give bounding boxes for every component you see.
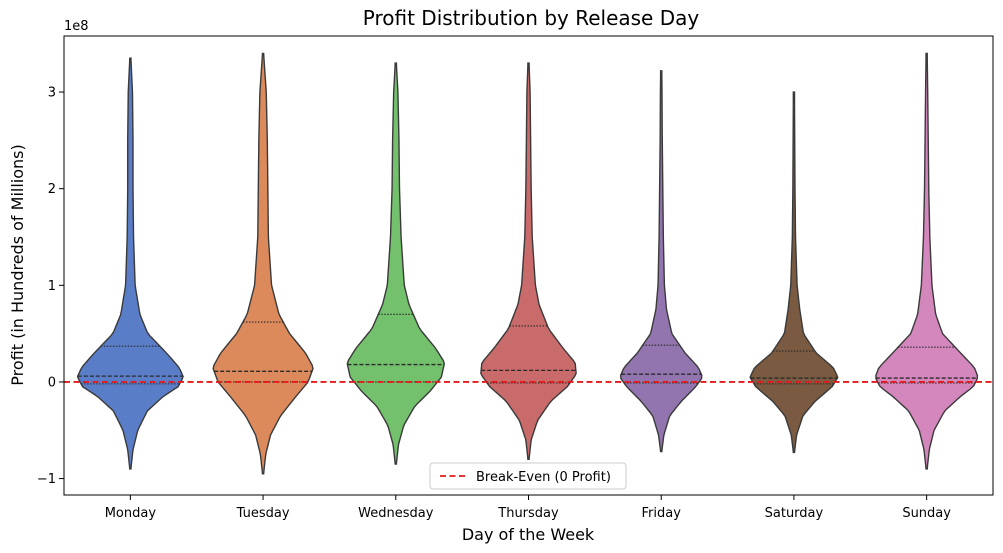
violin-wednesday (346, 62, 446, 465)
y-tick-label: 3 (48, 86, 56, 101)
legend: Break-Even (0 Profit) (429, 462, 627, 490)
violin-thursday (480, 62, 577, 460)
x-tick-label: Sunday (902, 506, 951, 521)
x-tick-label: Thursday (497, 506, 559, 521)
violin-saturday (749, 91, 839, 454)
y-offset-label: 1e8 (64, 19, 89, 34)
y-tick-label: 2 (48, 182, 56, 197)
x-tick-label: Saturday (765, 506, 824, 521)
y-axis: −1 0 1 2 3 (37, 86, 64, 487)
violin-monday (76, 57, 184, 470)
x-tick-label: Monday (105, 506, 157, 521)
y-tick-label: 0 (48, 375, 56, 390)
y-axis-label: Profit (in Hundreds of Millions) (8, 144, 27, 385)
violin-tuesday (212, 52, 314, 475)
legend-label: Break-Even (0 Profit) (476, 470, 611, 485)
chart-title: Profit Distribution by Release Day (363, 6, 700, 30)
legend-box (429, 462, 627, 490)
x-tick-label: Wednesday (358, 506, 434, 521)
violin-group (76, 52, 979, 475)
violin-friday (619, 70, 703, 453)
x-tick-label: Tuesday (236, 506, 290, 521)
violin-sunday (875, 52, 979, 470)
y-tick-label: 1 (48, 279, 56, 294)
x-tick-label: Friday (642, 506, 682, 521)
x-axis: Monday Tuesday Wednesday Thursday Friday Satu… (105, 495, 951, 521)
x-axis-label: Day of the Week (462, 525, 595, 544)
y-tick-label: −1 (37, 472, 56, 487)
